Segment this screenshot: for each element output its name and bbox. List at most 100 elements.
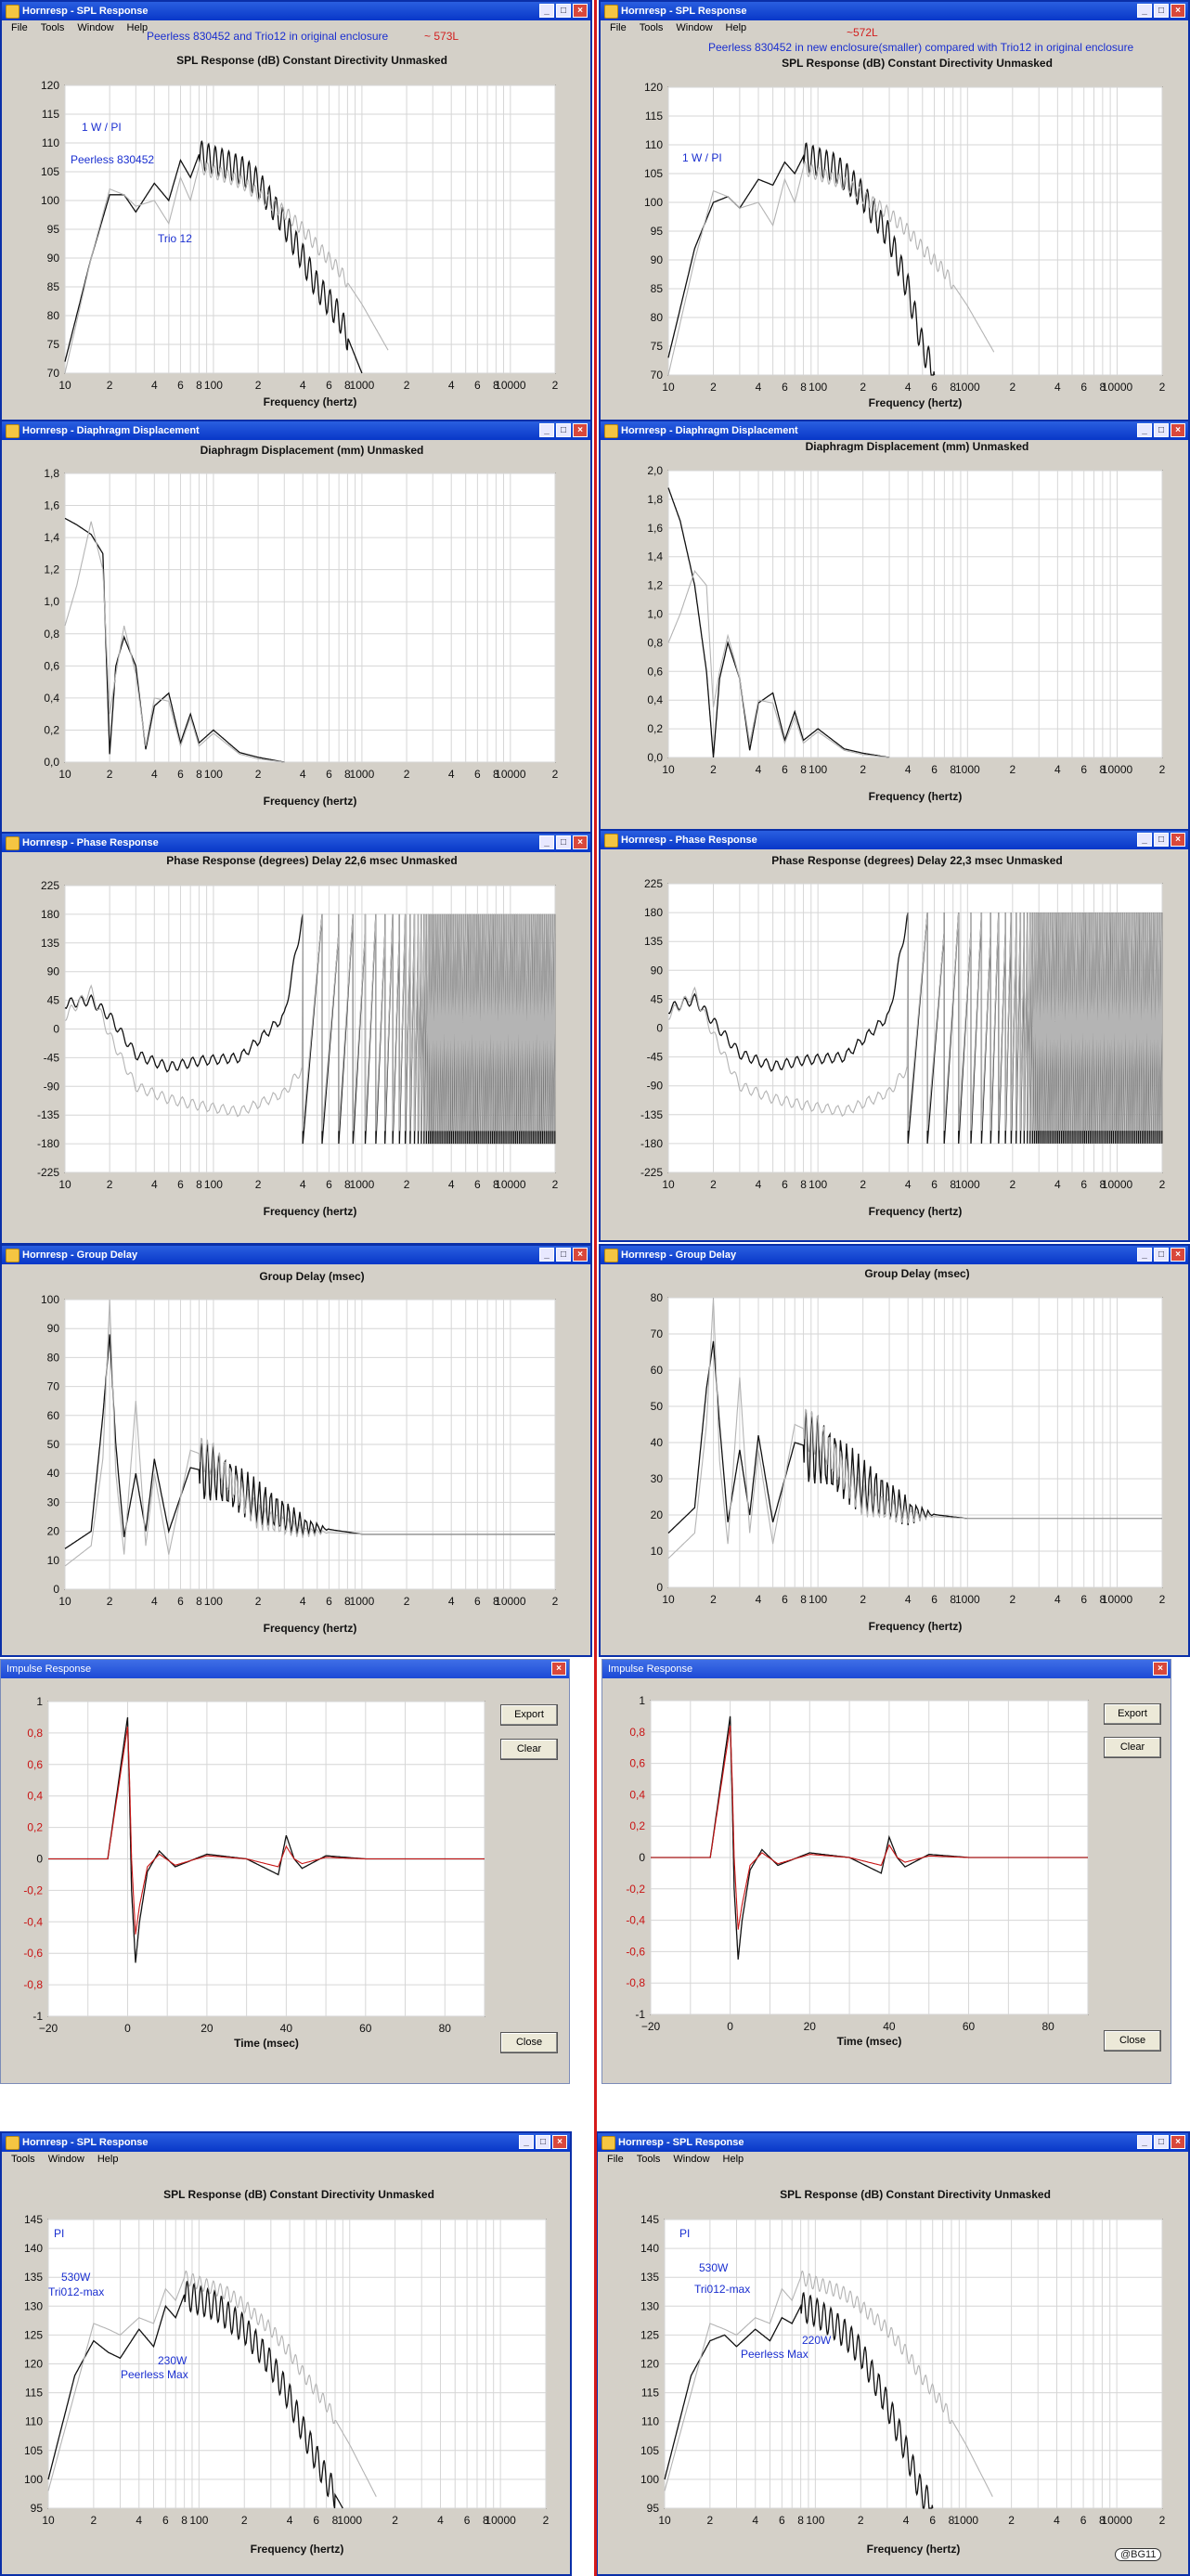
y-tick-label: 0,4 — [27, 1790, 43, 1803]
x-tick-label: 4 — [300, 379, 306, 392]
close-button[interactable]: Close — [500, 2032, 558, 2053]
restore-button[interactable]: □ — [1154, 423, 1169, 437]
menu-item-window[interactable]: Window — [77, 22, 114, 33]
x-tick-label: 2 — [255, 1595, 262, 1608]
x-tick-label: 2 — [107, 1178, 113, 1191]
close-window-button[interactable]: × — [1171, 4, 1185, 18]
menu-item-tools[interactable]: Tools — [636, 2154, 661, 2165]
export-button[interactable]: Export — [1104, 1703, 1161, 1725]
menu-item-file[interactable]: File — [607, 2154, 624, 2165]
minimize-button[interactable]: _ — [1137, 1248, 1152, 1262]
window-title: Hornresp - SPL Response — [22, 2137, 149, 2148]
x-axis-label: Frequency (hertz) — [264, 1622, 357, 1635]
close-window-button[interactable]: × — [552, 2135, 567, 2149]
x-tick-label: 0 — [727, 2020, 733, 2033]
menu-item-help[interactable]: Help — [725, 22, 747, 33]
minimize-button[interactable]: _ — [519, 2135, 534, 2149]
x-tick-label: 8 — [196, 768, 202, 781]
restore-button[interactable]: □ — [556, 835, 571, 849]
y-tick-label: 0,6 — [629, 1757, 645, 1770]
chart-disp-left: 1,81,61,41,21,00,80,60,40,20,010 2 4 6 8 100 2… — [44, 467, 558, 808]
restore-button[interactable]: □ — [1154, 833, 1169, 847]
restore-button[interactable]: □ — [556, 4, 571, 18]
x-tick-label: 2 — [552, 1178, 559, 1191]
minimize-button[interactable]: _ — [1137, 2135, 1152, 2149]
x-tick-label: 10000 — [1102, 1593, 1133, 1606]
close-window-button[interactable]: × — [1153, 1662, 1168, 1676]
minimize-button[interactable]: _ — [539, 1248, 554, 1262]
menu-item-window[interactable]: Window — [47, 2154, 84, 2165]
close-window-button[interactable]: × — [573, 1248, 588, 1262]
menu-item-tools[interactable]: Tools — [11, 2154, 35, 2165]
title-bar: Hornresp - SPL Response _ □ × — [2, 2, 590, 20]
y-tick-label: 135 — [644, 935, 663, 948]
y-tick-label: 1 — [639, 1694, 645, 1707]
x-tick-label: 2 — [404, 768, 410, 781]
minimize-button[interactable]: _ — [1137, 4, 1152, 18]
close-window-button[interactable]: × — [551, 1662, 566, 1676]
menu-item-file[interactable]: File — [11, 22, 28, 33]
menu-item-file[interactable]: File — [610, 22, 627, 33]
x-tick-label: 8 — [950, 381, 956, 394]
y-tick-label: 125 — [640, 2328, 659, 2341]
minimize-button[interactable]: _ — [539, 835, 554, 849]
minimize-button[interactable]: _ — [539, 4, 554, 18]
minimize-button[interactable]: _ — [1137, 833, 1152, 847]
title-bar: Hornresp - SPL Response _ □ × — [2, 2133, 570, 2152]
menu-item-window[interactable]: Window — [676, 22, 713, 33]
x-tick-label: 2 — [1159, 2514, 1166, 2527]
close-window-button[interactable]: × — [1171, 423, 1185, 437]
minimize-button[interactable]: _ — [1137, 423, 1152, 437]
x-tick-label: 2 — [1009, 1178, 1015, 1191]
clear-button[interactable]: Clear — [500, 1739, 558, 1760]
restore-button[interactable]: □ — [1154, 4, 1169, 18]
x-tick-label: 8 — [1100, 1178, 1106, 1191]
close-window-button[interactable]: × — [1171, 1248, 1185, 1262]
clear-button[interactable]: Clear — [1104, 1737, 1161, 1758]
y-tick-label: 0,0 — [44, 756, 59, 769]
close-window-button[interactable]: × — [573, 4, 588, 18]
menu-item-tools[interactable]: Tools — [40, 22, 65, 33]
x-tick-label: 8 — [1100, 763, 1106, 776]
x-tick-label: 2 — [1159, 381, 1166, 394]
y-tick-label: 45 — [47, 994, 60, 1007]
menu-item-help[interactable]: Help — [97, 2154, 119, 2165]
y-tick-label: 85 — [651, 282, 664, 295]
minimize-button[interactable]: _ — [539, 423, 554, 437]
restore-button[interactable]: □ — [1154, 2135, 1169, 2149]
y-tick-label: 180 — [41, 908, 59, 921]
x-tick-label: 1000 — [350, 1178, 375, 1191]
window-controls: _ □ × — [1137, 2135, 1185, 2149]
x-tick-label: 4 — [1054, 1178, 1061, 1191]
x-tick-label: 8 — [196, 1595, 202, 1608]
y-tick-label: -0,4 — [626, 1914, 645, 1927]
x-tick-label: 8 — [344, 379, 351, 392]
y-tick-label: -1 — [32, 2010, 43, 2023]
y-tick-label: 100 — [41, 1293, 59, 1306]
restore-button[interactable]: □ — [556, 423, 571, 437]
x-tick-label: 100 — [204, 379, 223, 392]
x-tick-label: 6 — [782, 1593, 788, 1606]
x-tick-label: 10 — [658, 2514, 671, 2527]
menu-item-help[interactable]: Help — [126, 22, 149, 33]
close-window-button[interactable]: × — [573, 423, 588, 437]
menu-item-tools[interactable]: Tools — [639, 22, 664, 33]
restore-button[interactable]: □ — [536, 2135, 550, 2149]
series-trace-1 — [64, 913, 556, 1132]
restore-button[interactable]: □ — [556, 1248, 571, 1262]
restore-button[interactable]: □ — [1154, 1248, 1169, 1262]
export-button[interactable]: Export — [500, 1704, 558, 1726]
x-tick-label: 4 — [756, 381, 762, 394]
chart-title: SPL Response (dB) Constant Directivity U… — [780, 2188, 1051, 2201]
x-tick-label: 80 — [439, 2022, 452, 2035]
x-axis-label: Frequency (hertz) — [867, 2543, 961, 2556]
close-button[interactable]: Close — [1104, 2030, 1161, 2052]
menu-item-help[interactable]: Help — [722, 2154, 744, 2165]
close-window-button[interactable]: × — [1171, 2135, 1185, 2149]
close-window-button[interactable]: × — [573, 835, 588, 849]
y-tick-label: 105 — [41, 165, 59, 178]
close-window-button[interactable]: × — [1171, 833, 1185, 847]
menu-item-window[interactable]: Window — [673, 2154, 710, 2165]
x-tick-label: 6 — [326, 768, 332, 781]
series-trace-1 — [667, 1297, 1162, 1560]
